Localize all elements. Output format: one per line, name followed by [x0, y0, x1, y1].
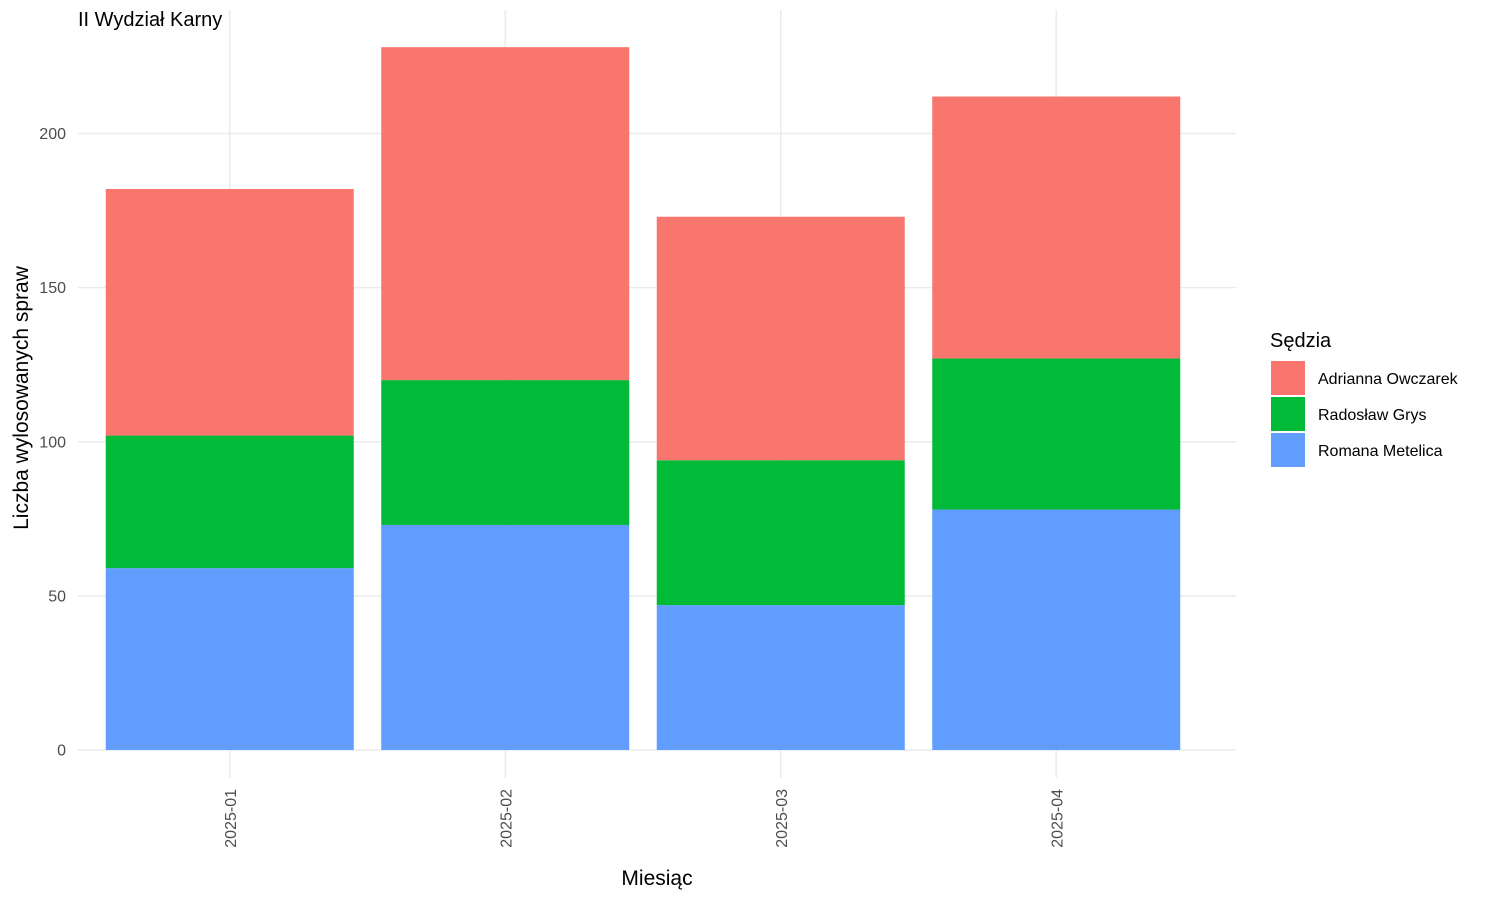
bars	[105, 47, 1181, 750]
legend-label: Adrianna Owczarek	[1318, 371, 1459, 388]
bar-segment	[381, 47, 630, 381]
bar-segment	[105, 435, 354, 569]
legend-title: Sędzia	[1270, 330, 1332, 352]
bar-segment	[656, 605, 905, 750]
legend-label: Radosław Grys	[1318, 407, 1426, 424]
legend-swatch	[1271, 433, 1305, 467]
bar-segment	[932, 509, 1181, 750]
x-tick-label: 2025-01	[223, 789, 240, 848]
x-axis-title: Miesiąc	[621, 867, 692, 890]
x-tick-label: 2025-04	[1049, 789, 1066, 848]
y-tick-label: 100	[39, 434, 66, 451]
bar-segment	[656, 216, 905, 461]
y-tick-label: 150	[39, 280, 66, 297]
chart-title: II Wydział Karny	[78, 9, 222, 31]
y-tick-label: 50	[48, 588, 66, 605]
bar-segment	[932, 96, 1181, 359]
bar-segment	[105, 188, 354, 436]
bar-segment	[381, 380, 630, 525]
y-axis-title: Liczba wylosowanych spraw	[10, 265, 33, 530]
legend-swatch	[1271, 397, 1305, 431]
y-tick-label: 0	[57, 743, 66, 760]
bar-segment	[381, 524, 630, 750]
legend: Sędzia Adrianna Owczarek Radosław Grys Rom…	[1270, 330, 1459, 467]
x-tick-label: 2025-02	[498, 789, 515, 848]
bar-segment	[656, 460, 905, 606]
legend-swatch	[1271, 361, 1305, 395]
x-axis-ticks: 2025-01 2025-02 2025-03 2025-04	[223, 789, 1067, 848]
x-tick-label: 2025-03	[774, 789, 791, 848]
bar-segment	[105, 568, 354, 750]
y-axis-ticks: 0 50 100 150 200	[39, 126, 66, 760]
y-tick-label: 200	[39, 126, 66, 143]
bar-segment	[932, 358, 1181, 510]
legend-label: Romana Metelica	[1318, 443, 1443, 460]
